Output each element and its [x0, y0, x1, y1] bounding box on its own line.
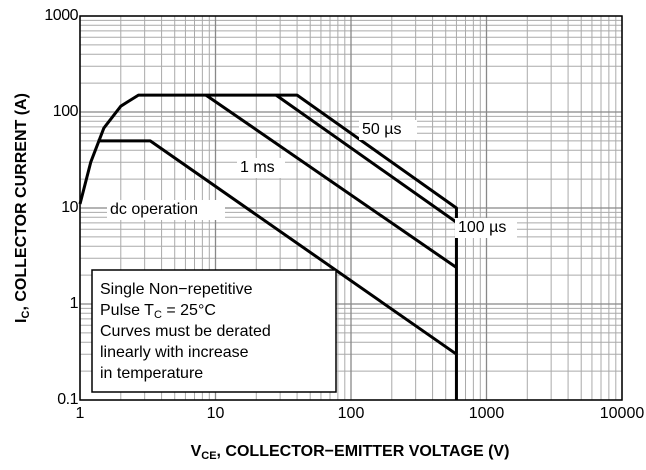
note-text: Pulse T — [100, 302, 154, 319]
series-label-bg — [237, 158, 285, 178]
note-line: Pulse TC = 25°C — [100, 302, 216, 321]
note-line: in temperature — [100, 365, 203, 382]
x-axis-label: VCE, COLLECTOR−EMITTER VOLTAGE (V) — [191, 443, 510, 462]
series-label: 50 µs — [362, 121, 401, 138]
note-box — [91, 269, 337, 393]
series-label: 100 µs — [458, 219, 506, 236]
y-axis-label: IC, COLLECTOR CURRENT (A) — [13, 93, 32, 323]
x-tick-label: 10000 — [600, 405, 645, 422]
note-text: Curves must be derated — [100, 323, 271, 340]
note-sub: C — [154, 309, 162, 321]
line — [205, 93, 458, 269]
y-tick-label: 10 — [61, 199, 78, 216]
note-line: linearly with increase — [100, 344, 249, 361]
x-tick-label: 1000 — [469, 405, 505, 422]
x-tick-label: 1 — [76, 405, 85, 422]
note-line: Single Non−repetitive — [100, 281, 253, 298]
y-tick-label: 1000 — [44, 7, 78, 24]
series-label-bg — [455, 218, 517, 238]
y-tick-label: 100 — [53, 103, 79, 120]
note-rest: = 25°C — [162, 302, 216, 319]
note-text: in temperature — [100, 365, 203, 382]
line — [275, 93, 458, 224]
y-tick-label: 1 — [70, 295, 79, 312]
note-text: Single Non−repetitive — [100, 281, 253, 298]
x-tick-label: 100 — [338, 405, 365, 422]
line — [78, 93, 458, 400]
line — [97, 139, 458, 356]
y-tick-label: 0.1 — [57, 391, 78, 408]
series-label: 1 ms — [240, 159, 275, 176]
x-tick-label: 10 — [207, 405, 225, 422]
note-text: linearly with increase — [100, 344, 249, 361]
series-label-bg — [359, 120, 417, 140]
series-label: dc operation — [110, 201, 198, 218]
series-label-bg — [107, 200, 225, 220]
plot-frame — [79, 15, 623, 401]
note-line: Curves must be derated — [100, 323, 271, 340]
